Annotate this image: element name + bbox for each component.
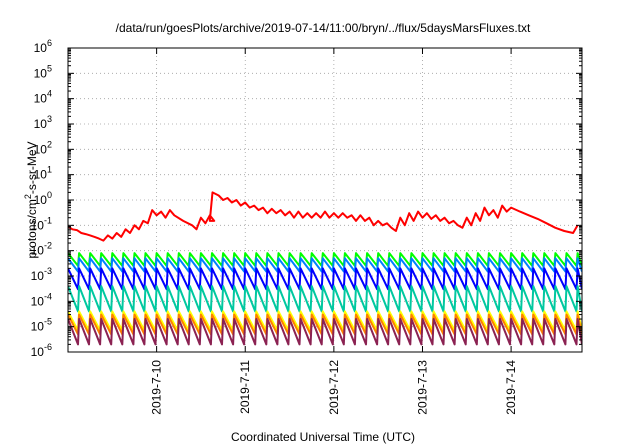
y-tick-label: 101 [34,165,52,182]
y-axis-label-part: protons/cm [25,199,39,258]
y-tick-label: 105 [34,63,52,80]
y-tick-label: 10-1 [31,215,52,232]
y-tick-label: 10-6 [31,342,52,359]
series-line-4 [68,285,582,313]
y-tick-label: 100 [34,190,52,207]
y-tick-label: 104 [34,89,52,106]
y-axis-label-superscript: 2 [23,194,33,199]
y-tick-label: 10-2 [31,241,52,258]
y-tick-label: 10-5 [31,317,52,334]
x-tick-label: 2019-7-13 [415,360,429,415]
x-axis-label: Coordinated Universal Time (UTC) [231,430,415,444]
y-tick-label: 10-4 [31,291,52,308]
x-tick-label: 2019-7-11 [238,360,252,414]
series-line-0 [68,191,579,242]
chart-title: /data/run/goesPlots/archive/2019-07-14/1… [116,21,531,35]
y-tick-label: 103 [34,114,52,131]
x-tick-label: 2019-7-12 [327,360,341,415]
series-group [68,191,582,346]
y-tick-label: 10-3 [31,266,52,283]
y-axis-label-part: -s-sr-MeV [25,141,39,194]
x-tick-label: 2019-7-14 [504,360,518,415]
x-tick-label: 2019-7-10 [150,360,164,415]
axis-ticks: 2019-7-10 2019-7-11 2019-7-12 2019-7-13 2019… [31,38,582,415]
series-line-3 [68,267,582,291]
y-axis-label: protons/cm2-s-sr-MeV [23,141,39,258]
plot-frame [67,47,583,353]
y-tick-label: 102 [34,139,52,156]
series-line-7 [68,318,582,346]
series-line-2 [68,257,582,273]
y-tick-label: 106 [34,38,52,55]
